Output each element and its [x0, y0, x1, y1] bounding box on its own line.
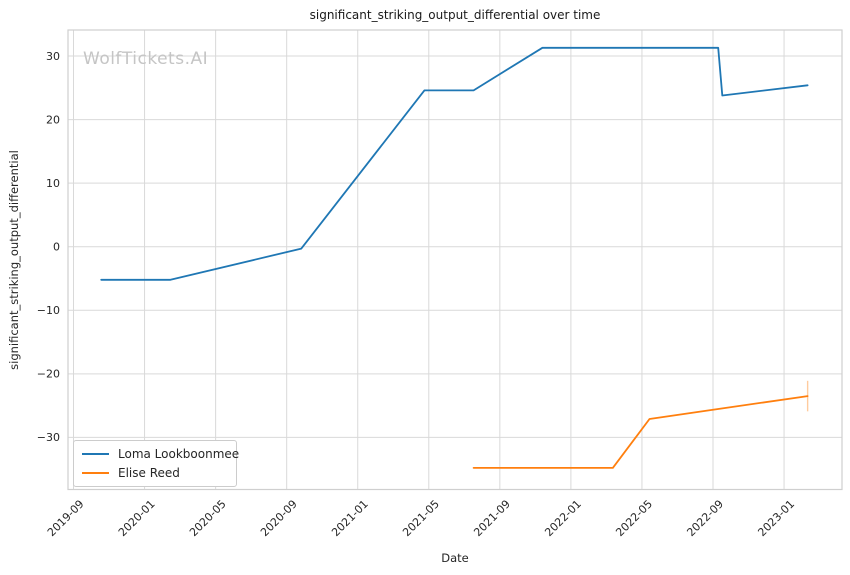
- chart-title: significant_striking_output_differential…: [309, 8, 601, 22]
- plot-border: [67, 29, 843, 491]
- y-tick-label: 30: [46, 50, 60, 63]
- legend-item: Elise Reed: [82, 466, 226, 480]
- x-tick-label: 2021-09: [471, 497, 513, 539]
- y-tick-label: −20: [37, 368, 60, 381]
- y-tick-label: 20: [46, 113, 60, 126]
- x-tick-label: 2023-01: [755, 497, 797, 539]
- y-axis-label: significant_striking_output_differential: [7, 150, 21, 370]
- x-tick-label: 2021-05: [400, 497, 442, 539]
- x-tick-label: 2019-09: [45, 497, 87, 539]
- x-tick-label: 2020-09: [258, 497, 300, 539]
- y-tick-label: 0: [53, 241, 60, 254]
- x-tick-label: 2020-01: [116, 497, 158, 539]
- x-tick-label: 2022-01: [542, 497, 584, 539]
- y-tick-label: −10: [37, 304, 60, 317]
- watermark: WolfTickets.AI: [83, 49, 209, 69]
- legend-item: Loma Lookboonmee: [82, 447, 239, 461]
- x-axis-label: Date: [441, 551, 469, 565]
- y-tick-label: −30: [37, 431, 60, 444]
- legend-label: Loma Lookboonmee: [118, 447, 240, 461]
- legend-line-swatch: [82, 472, 109, 474]
- series-line: [100, 46, 809, 281]
- legend: Loma Lookboonmee Elise Reed: [73, 440, 239, 487]
- x-tick-label: 2022-09: [684, 497, 726, 539]
- legend-label: Elise Reed: [118, 466, 180, 480]
- x-tick-label: 2020-05: [187, 497, 229, 539]
- x-tick-label: 2022-05: [613, 497, 655, 539]
- series-line: [472, 395, 809, 469]
- y-tick-label: 10: [46, 177, 60, 190]
- legend-line-swatch: [82, 453, 109, 455]
- x-tick-label: 2021-01: [329, 497, 371, 539]
